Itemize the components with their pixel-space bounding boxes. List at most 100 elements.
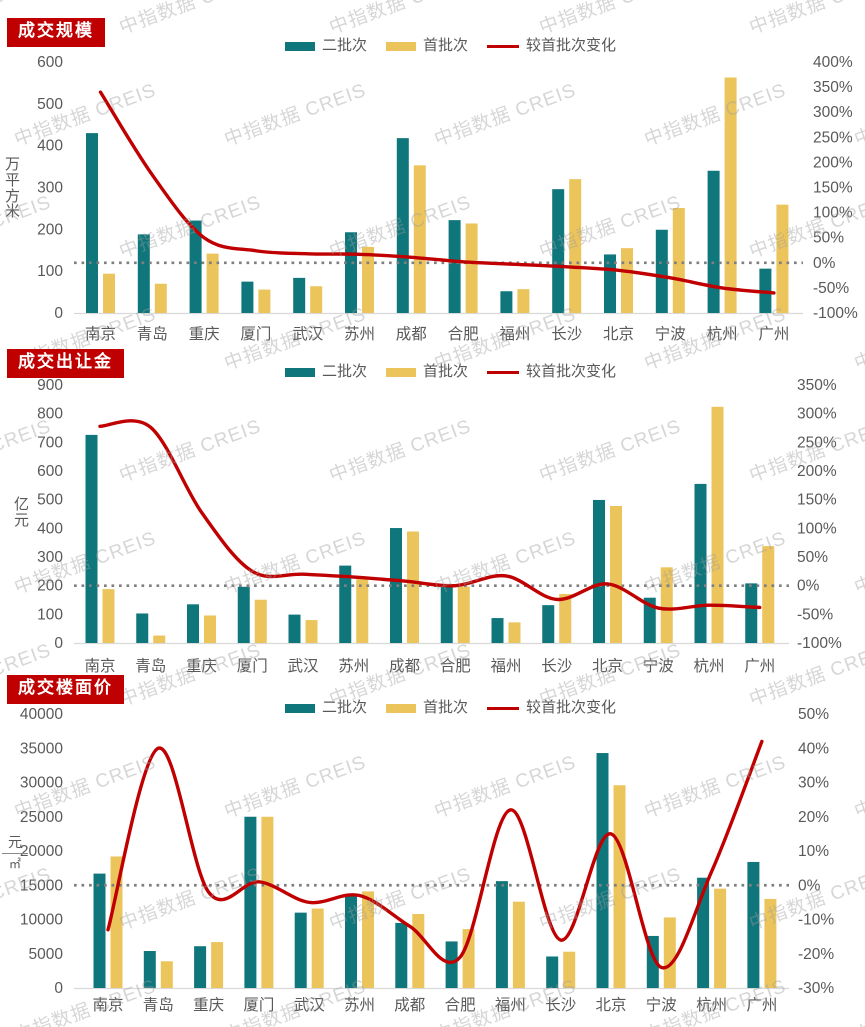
bar-batch2-青岛 [143, 951, 156, 988]
chart1-right-tick: -50% [813, 280, 849, 297]
bar-batch1-南京 [110, 856, 123, 988]
chart1-left-tick: 600 [37, 54, 63, 71]
chart3-city-label-苏州: 苏州 [344, 996, 375, 1014]
chart1-plot: 600 500 400 300 200 100 0 400% 350% 300% 250% 200% 1… [37, 54, 858, 343]
bar-batch2-成都 [396, 138, 409, 313]
chart1-city-label-武汉: 武汉 [292, 325, 324, 343]
bar-batch1-南京 [102, 589, 115, 643]
bar-batch1-青岛 [153, 635, 166, 643]
bar-batch2-杭州 [707, 170, 720, 313]
chart3-city-label-青岛: 青岛 [143, 996, 174, 1014]
chart2-city-label-长沙: 长沙 [541, 657, 572, 675]
chart3-left-tick: 10000 [20, 912, 63, 929]
bar-batch1-厦门 [254, 599, 267, 643]
chart2-left-tick: 500 [37, 492, 63, 509]
chart3-right-tick: 0% [798, 877, 821, 894]
chart1-right-tick: 350% [813, 79, 853, 96]
bar-batch1-成都 [412, 914, 425, 988]
bar-batch2-成都 [390, 528, 402, 643]
chart2-right-tick: 350% [797, 377, 837, 394]
chart1-title-box: 成交规模 [7, 18, 105, 47]
bar-batch2-福州 [491, 618, 504, 643]
chart1-right-tick: 400% [813, 54, 853, 71]
chart3-left-tick: 40000 [20, 706, 63, 723]
chart3-city-label-厦门: 厦门 [243, 996, 274, 1014]
chart3-right-tick: -30% [798, 980, 834, 997]
bar-batch2-重庆 [187, 604, 199, 643]
bar-batch2-北京 [596, 753, 609, 988]
chart1-left-tick: 300 [37, 180, 63, 197]
bar-batch2-广州 [745, 583, 758, 643]
chart1-city-label-厦门: 厦门 [240, 325, 271, 343]
chart3-right-tick: -20% [798, 946, 834, 963]
bar-batch1-宁波 [660, 567, 673, 643]
chart1-city-label-北京: 北京 [603, 325, 634, 343]
chart3-city-label-长沙: 长沙 [545, 996, 576, 1014]
chart1-city-label-苏州: 苏州 [344, 325, 375, 343]
chart2-city-label-福州: 福州 [490, 657, 521, 675]
chart3-left-tick: 15000 [20, 877, 63, 894]
bar-batch1-北京 [621, 248, 633, 313]
chart2-city-label-成都: 成都 [389, 657, 420, 675]
bar-batch2-宁波 [655, 229, 668, 313]
bar-batch1-广州 [764, 898, 777, 988]
chart2-left-tick: 800 [37, 406, 63, 423]
chart3-y-axis-label-denominator: ㎡ [8, 857, 21, 871]
bar-batch2-长沙 [546, 956, 559, 988]
bar-batch1-长沙 [563, 951, 576, 988]
chart1-y-axis-label: 万平方米 [4, 156, 20, 221]
chart3-right-tick: 20% [798, 809, 829, 826]
chart3-city-label-合肥: 合肥 [445, 996, 476, 1014]
chart1-right-tick: 100% [813, 205, 853, 222]
chart3-city-label-武汉: 武汉 [294, 996, 326, 1014]
chart1-right-tick: 300% [813, 104, 853, 121]
bar-batch1-广州 [762, 546, 775, 643]
chart2-y-axis-label: 亿元 [13, 496, 29, 529]
chart1-city-label-长沙: 长沙 [551, 325, 582, 343]
bar-batch2-宁波 [643, 597, 656, 643]
chart3-title: 成交楼面价 [18, 678, 113, 697]
chart3-right-tick: -10% [798, 912, 834, 929]
chart2-left-tick: 100 [37, 606, 63, 623]
legend-batch1-label: 首批次 [423, 363, 469, 380]
chart3-bars-batch2 [93, 753, 760, 988]
legend-change-line-swatch [487, 706, 520, 710]
bar-batch2-南京 [93, 873, 106, 988]
chart2-right-tick: -100% [797, 635, 842, 652]
bar-batch1-福州 [517, 289, 530, 313]
chart2-city-label-宁波: 宁波 [643, 657, 674, 675]
chart1-city-label-重庆: 重庆 [189, 325, 220, 343]
bar-batch2-武汉 [288, 614, 301, 643]
chart2-left-tick: 400 [37, 520, 63, 537]
bar-batch2-青岛 [137, 234, 150, 313]
chart2-city-label-合肥: 合肥 [440, 657, 471, 675]
bar-batch2-重庆 [194, 946, 207, 988]
chart3-y-axis-label-numerator: 元 [2, 832, 28, 854]
chart1-right-tick: 50% [813, 230, 844, 247]
chart2-city-label-南京: 南京 [84, 657, 115, 675]
legend-batch2-swatch [285, 41, 315, 51]
bar-batch1-长沙 [569, 179, 582, 313]
chart2-left-tick: 700 [37, 434, 63, 451]
chart3-bars-batch1 [110, 785, 777, 988]
chart2-right-tick: 50% [797, 549, 828, 566]
chart3-left-tick: 25000 [20, 809, 63, 826]
bar-batch2-南京 [86, 133, 98, 313]
chart3-right-tick: 40% [798, 740, 829, 757]
chart1-left-tick: 400 [37, 138, 63, 155]
legend-change-label: 较首批次变化 [526, 699, 617, 716]
chart2-left-tick: 300 [37, 549, 63, 566]
bar-batch1-武汉 [311, 908, 324, 988]
bar-batch2-厦门 [244, 816, 257, 988]
bar-batch2-重庆 [189, 220, 202, 313]
chart3-left-tick: 5000 [29, 946, 64, 963]
bar-batch1-杭州 [714, 888, 727, 988]
bar-batch1-福州 [512, 901, 525, 988]
bar-batch2-长沙 [552, 189, 565, 313]
bar-batch2-苏州 [339, 565, 352, 643]
chart3-city-label-成都: 成都 [394, 996, 425, 1014]
bar-batch2-福州 [495, 881, 508, 988]
bar-batch2-长沙 [542, 605, 555, 643]
legend-batch2-label: 二批次 [322, 37, 368, 54]
chart2-title-box: 成交出让金 [7, 349, 124, 378]
